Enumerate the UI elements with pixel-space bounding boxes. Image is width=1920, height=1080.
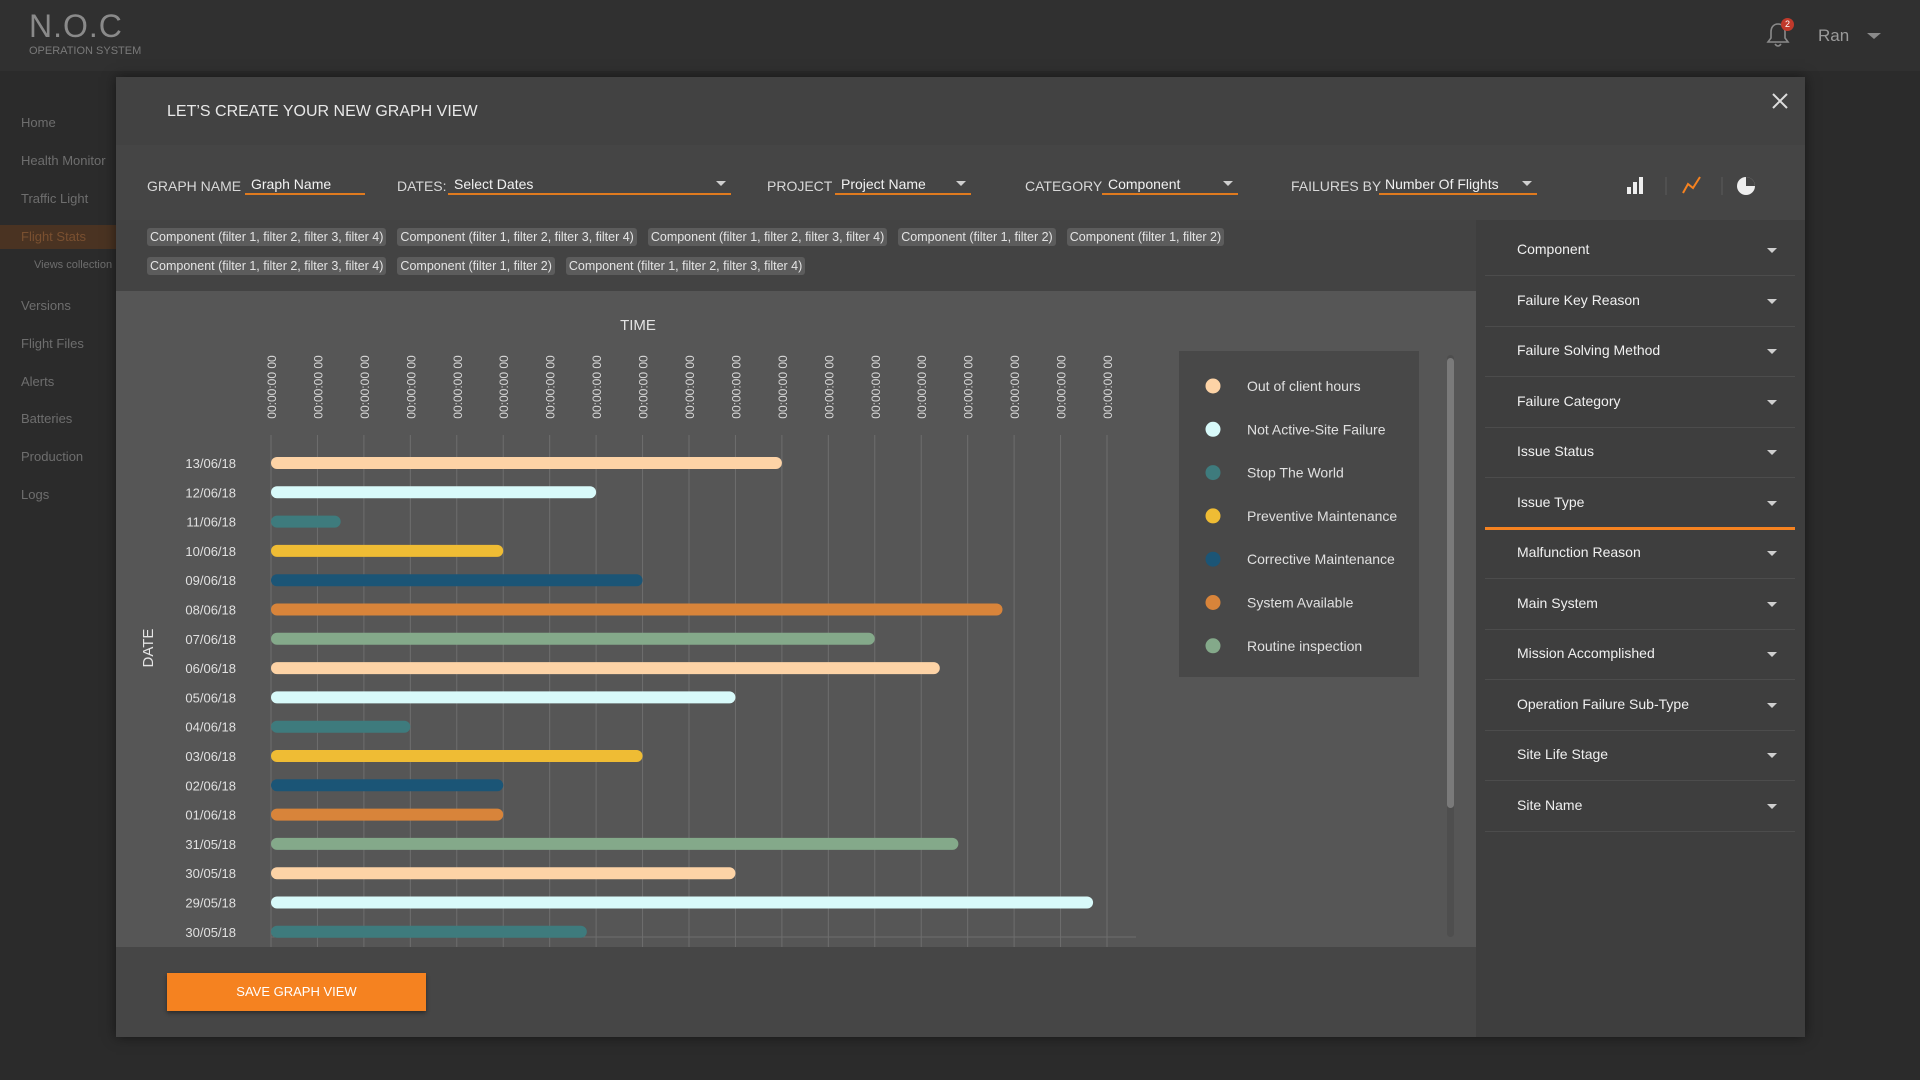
- side-item[interactable]: Failure Solving Method: [1517, 342, 1661, 358]
- side-separator: [1485, 426, 1795, 428]
- filter-label: PROJECT: [767, 178, 833, 194]
- side-caret[interactable]: [1767, 349, 1777, 354]
- side-separator: [1485, 376, 1795, 377]
- user-menu-caret[interactable]: [1867, 33, 1881, 39]
- side-active-underline: [1485, 526, 1795, 530]
- filter-tag[interactable]: Component (filter 1, filter 2, filter 3,…: [565, 257, 806, 275]
- side-caret[interactable]: [1767, 248, 1777, 253]
- filter-value[interactable]: Number Of Flights: [1385, 176, 1499, 192]
- side-caret[interactable]: [1767, 753, 1777, 758]
- filter-tag[interactable]: Component (filter 1, filter 2, filter 3,…: [647, 228, 888, 246]
- bar-chart-icon[interactable]: [1627, 177, 1643, 194]
- filter-label: FAILURES BY: [1291, 178, 1382, 194]
- side-caret[interactable]: [1767, 702, 1777, 708]
- filter-caret[interactable]: [716, 181, 726, 186]
- filter-tag[interactable]: Component (filter 1, filter 2): [1066, 228, 1225, 246]
- nav-active: [0, 225, 116, 249]
- side-caret[interactable]: [1767, 551, 1777, 556]
- filter-value[interactable]: Graph Name: [251, 176, 332, 192]
- side-separator: [1485, 780, 1795, 781]
- filter-caret[interactable]: [1522, 181, 1532, 186]
- filter-label: GRAPH NAME: [147, 178, 242, 194]
- logo-subtitle: OPERATION SYSTEM: [29, 45, 142, 57]
- tag-row: Component (filter 1, filter 2, filter 3,…: [147, 257, 816, 275]
- side-caret[interactable]: [1767, 399, 1777, 405]
- side-separator: [1485, 275, 1795, 276]
- filter-tag[interactable]: Component (filter 1, filter 2, filter 3,…: [147, 228, 387, 246]
- side-caret[interactable]: [1767, 450, 1777, 455]
- nav-item[interactable]: Views collection: [34, 259, 113, 271]
- side-caret[interactable]: [1767, 298, 1777, 304]
- chart-type-switch: [1627, 176, 1755, 195]
- filter-tag[interactable]: Component (filter 1, filter 2, filter 3,…: [397, 228, 637, 246]
- filter-underline: [245, 193, 365, 195]
- nav-item[interactable]: Batteries: [21, 411, 73, 426]
- side-caret[interactable]: [1767, 500, 1777, 506]
- side-separator: [1485, 628, 1795, 630]
- side-separator: [1485, 830, 1795, 832]
- nav-item[interactable]: Alerts: [21, 374, 55, 389]
- side-item[interactable]: Component: [1517, 241, 1590, 257]
- header: N.O.C OPERATION SYSTEM 2 Ran: [0, 0, 1920, 71]
- filter-caret[interactable]: [956, 181, 966, 186]
- filter-underline: [1379, 193, 1537, 195]
- nav-item[interactable]: Production: [21, 449, 84, 464]
- nav-item[interactable]: Home: [21, 115, 56, 130]
- side-caret[interactable]: [1767, 652, 1777, 657]
- side-separator: [1485, 477, 1795, 478]
- side-item[interactable]: Failure Category: [1517, 392, 1621, 409]
- side-item[interactable]: Issue Type: [1517, 493, 1585, 510]
- side-separator: [1485, 729, 1795, 731]
- filter-label: DATES:: [397, 178, 447, 194]
- nav-item[interactable]: Traffic Light: [21, 191, 89, 206]
- line-chart-icon[interactable]: [1682, 176, 1701, 194]
- sidebar: Home Health Monitor Traffic Light Flight St…: [0, 71, 116, 1080]
- logo: N.O.C: [29, 8, 123, 44]
- filter-tag[interactable]: Component (filter 1, filter 2): [397, 257, 555, 275]
- filter-tag[interactable]: Component (filter 1, filter 2, filter 3,…: [147, 257, 387, 275]
- tag-row: Component (filter 1, filter 2, filter 3,…: [147, 228, 1235, 246]
- modal-title: LET’S CREATE YOUR NEW GRAPH VIEW: [167, 103, 478, 120]
- side-item[interactable]: Mission Accomplished: [1517, 645, 1655, 661]
- filter-underline: [448, 193, 731, 195]
- side-item[interactable]: Site Life Stage: [1517, 746, 1609, 762]
- filter-caret[interactable]: [1223, 181, 1233, 186]
- nav-item[interactable]: Flight Stats: [21, 229, 87, 244]
- filter-value[interactable]: Component: [1108, 176, 1181, 192]
- chart-area: [116, 291, 1476, 947]
- modal: LET’S CREATE YOUR NEW GRAPH VIEW GRAPH N…: [116, 77, 1805, 1037]
- side-item[interactable]: Malfunction Reason: [1517, 544, 1641, 560]
- filter-value[interactable]: Select Dates: [454, 176, 534, 192]
- close-button[interactable]: [1771, 92, 1789, 110]
- filter-value[interactable]: Project Name: [841, 176, 926, 192]
- side-item[interactable]: Main System: [1517, 594, 1598, 611]
- nav-item[interactable]: Health Monitor: [21, 153, 106, 168]
- pie-chart-icon[interactable]: [1737, 177, 1755, 195]
- nav-item[interactable]: Flight Files: [21, 336, 84, 351]
- notification-badge: 2: [1781, 18, 1794, 31]
- side-caret[interactable]: [1767, 601, 1777, 607]
- side-item[interactable]: Site Name: [1517, 796, 1583, 813]
- nav-item[interactable]: Versions: [21, 298, 71, 313]
- side-caret[interactable]: [1767, 803, 1777, 809]
- filter-underline: [835, 193, 971, 195]
- nav-item[interactable]: Logs: [21, 487, 50, 502]
- user-name[interactable]: Ran: [1818, 26, 1850, 45]
- side-separator: [1485, 679, 1795, 680]
- filter-label: CATEGORY: [1025, 178, 1103, 194]
- filter-tag[interactable]: Component (filter 1, filter 2): [898, 228, 1056, 246]
- save-button[interactable]: SAVE GRAPH VIEW: [167, 973, 426, 1011]
- side-item[interactable]: Failure Key Reason: [1517, 291, 1640, 308]
- filter-underline: [1102, 193, 1238, 195]
- side-separator: [1485, 325, 1795, 327]
- side-item[interactable]: Operation Failure Sub-Type: [1517, 695, 1689, 712]
- side-separator: [1485, 578, 1795, 579]
- side-item[interactable]: Issue Status: [1517, 443, 1595, 459]
